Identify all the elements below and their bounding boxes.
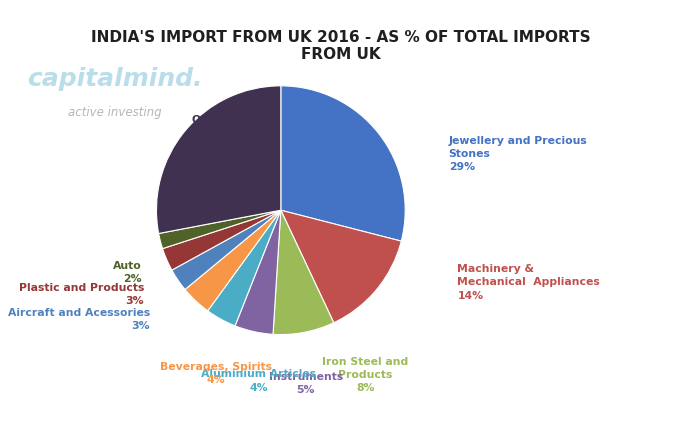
Text: capitalmind.: capitalmind.: [27, 67, 203, 91]
Text: Plastic and Products
3%: Plastic and Products 3%: [18, 283, 144, 306]
Wedge shape: [156, 86, 281, 233]
Text: active investing: active investing: [68, 106, 162, 119]
Text: INDIA'S IMPORT FROM UK 2016 - AS % OF TOTAL IMPORTS
FROM UK: INDIA'S IMPORT FROM UK 2016 - AS % OF TO…: [91, 30, 591, 62]
Text: Aircraft and Acessories
3%: Aircraft and Acessories 3%: [8, 308, 150, 331]
Text: Others
28%: Others 28%: [192, 115, 233, 138]
Text: Machinery &
Mechanical  Appliances
14%: Machinery & Mechanical Appliances 14%: [458, 264, 600, 301]
Wedge shape: [281, 210, 401, 323]
Wedge shape: [185, 210, 281, 311]
Wedge shape: [172, 210, 281, 289]
Text: Auto
2%: Auto 2%: [113, 261, 142, 284]
Text: Beverages, Spirits
4%: Beverages, Spirits 4%: [160, 362, 272, 385]
Text: Aluminium Articles
4%: Aluminium Articles 4%: [201, 369, 316, 393]
Text: Instruments
5%: Instruments 5%: [269, 372, 343, 395]
Wedge shape: [159, 210, 281, 249]
Wedge shape: [273, 210, 333, 335]
Text: Jewellery and Precious
Stones
29%: Jewellery and Precious Stones 29%: [449, 136, 587, 172]
Wedge shape: [208, 210, 281, 326]
Text: Iron Steel and
Products
8%: Iron Steel and Products 8%: [323, 357, 409, 393]
Wedge shape: [235, 210, 281, 334]
Wedge shape: [281, 86, 405, 241]
Wedge shape: [162, 210, 281, 270]
